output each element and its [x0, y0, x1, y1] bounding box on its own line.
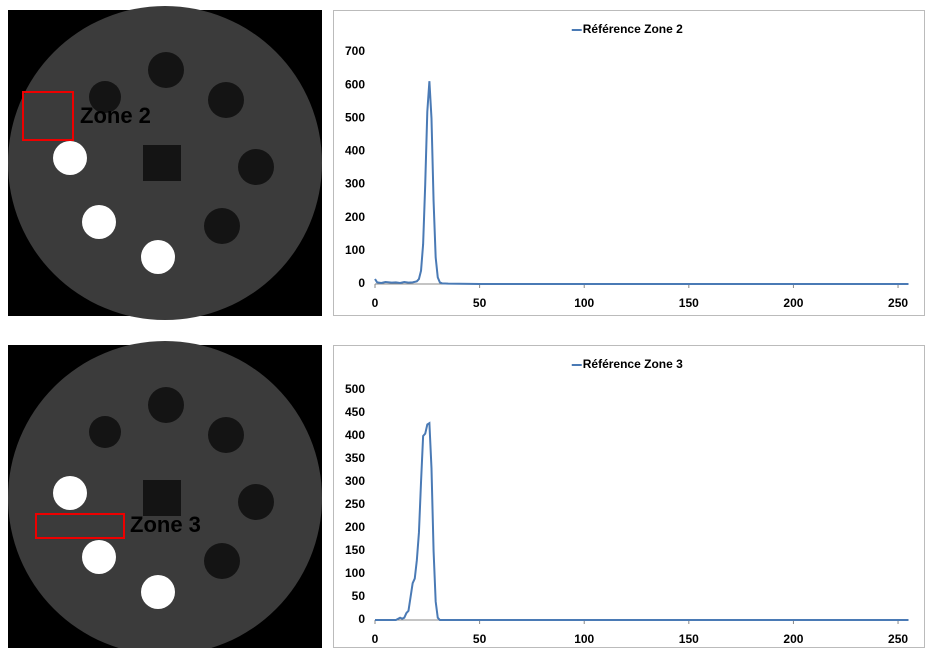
bright-insert — [53, 141, 87, 175]
data-line — [374, 81, 909, 285]
y-tick-label: 500 — [345, 382, 365, 396]
y-tick-label: 500 — [345, 110, 365, 124]
x-tick-label: 200 — [783, 296, 803, 310]
dark-insert — [89, 81, 121, 113]
bright-insert — [141, 575, 175, 609]
dark-insert — [208, 417, 244, 453]
dark-insert — [208, 82, 244, 118]
x-tick-label: 50 — [473, 632, 487, 646]
y-tick-label: 300 — [345, 177, 365, 191]
y-tick-label: 200 — [345, 520, 365, 534]
y-tick-label: 0 — [358, 276, 365, 290]
y-tick-label: 700 — [345, 44, 365, 58]
dark-insert — [143, 145, 181, 181]
legend-label: Référence Zone 3 — [583, 357, 683, 371]
zone-label: Zone 3 — [130, 512, 201, 537]
y-tick-label: 400 — [345, 144, 365, 158]
x-tick-label: 100 — [574, 296, 594, 310]
bright-insert — [82, 540, 116, 574]
dark-insert — [148, 387, 184, 423]
chart-frame — [333, 10, 925, 316]
x-tick-label: 150 — [679, 632, 699, 646]
dark-insert — [238, 484, 274, 520]
x-tick-label: 0 — [372, 632, 379, 646]
y-tick-label: 100 — [345, 243, 365, 257]
dark-insert — [89, 416, 121, 448]
y-tick-label: 350 — [345, 451, 365, 465]
y-tick-label: 150 — [345, 543, 365, 557]
bright-insert — [141, 240, 175, 274]
x-tick-label: 0 — [372, 296, 379, 310]
y-tick-label: 300 — [345, 474, 365, 488]
y-tick-label: 50 — [352, 589, 366, 603]
x-tick-label: 150 — [679, 296, 699, 310]
x-tick-label: 250 — [888, 632, 908, 646]
y-tick-label: 100 — [345, 566, 365, 580]
y-tick-label: 600 — [345, 77, 365, 91]
zone-label: Zone 2 — [80, 103, 151, 128]
data-line — [375, 421, 909, 621]
dark-insert — [204, 208, 240, 244]
y-tick-label: 400 — [345, 428, 365, 442]
y-tick-label: 0 — [358, 612, 365, 626]
y-tick-label: 200 — [345, 210, 365, 224]
x-tick-label: 100 — [574, 632, 594, 646]
y-tick-label: 250 — [345, 497, 365, 511]
zone-box — [22, 91, 74, 141]
chart-frame — [333, 345, 925, 648]
dark-insert — [204, 543, 240, 579]
x-tick-label: 50 — [473, 296, 487, 310]
dark-insert — [143, 480, 181, 516]
legend-label: Référence Zone 2 — [583, 22, 683, 36]
bright-insert — [82, 205, 116, 239]
bright-insert — [53, 476, 87, 510]
zone-box — [35, 513, 125, 539]
dark-insert — [148, 52, 184, 88]
x-tick-label: 200 — [783, 632, 803, 646]
x-tick-label: 250 — [888, 296, 908, 310]
dark-insert — [238, 149, 274, 185]
y-tick-label: 450 — [345, 405, 365, 419]
